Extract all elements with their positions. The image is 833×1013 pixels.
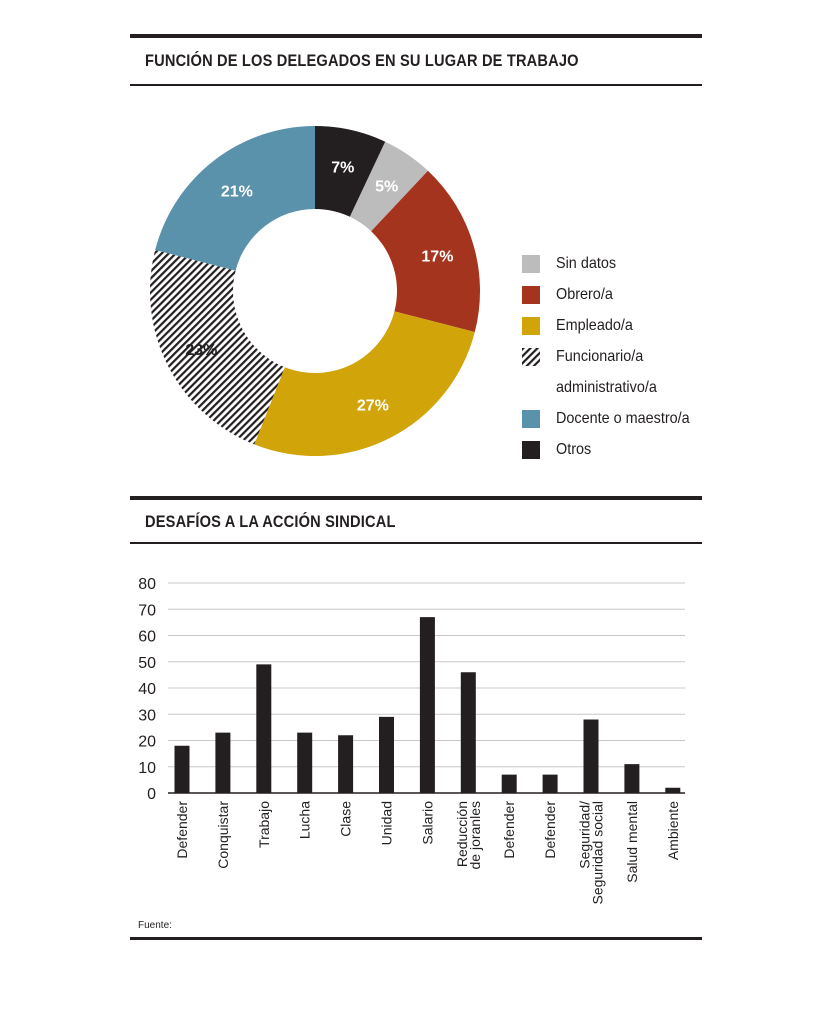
x-category-label: Reducción — [454, 801, 470, 867]
x-category-label: Trabajo — [256, 801, 272, 848]
x-category-label: de joranles — [467, 801, 483, 870]
y-tick-label: 20 — [138, 734, 156, 751]
x-category-label: Ambiente — [665, 801, 681, 860]
legend-swatch-yellow-icon — [522, 316, 540, 335]
y-tick-label: 50 — [138, 655, 156, 672]
legend-label: Otros — [556, 440, 592, 458]
slice-percent-label: 7% — [331, 160, 354, 177]
slice-percent-label: 27% — [357, 398, 389, 415]
x-category-label: Seguridad/ — [577, 801, 593, 869]
x-category-label: Lucha — [297, 801, 313, 839]
bar — [542, 774, 558, 793]
legend-swatch-black-icon — [522, 440, 540, 459]
bar — [256, 664, 272, 793]
y-tick-label: 60 — [138, 629, 156, 646]
source-label: Fuente: — [138, 920, 172, 931]
x-category-label: Unidad — [379, 801, 395, 845]
donut-slice — [315, 126, 386, 217]
legend-swatch-hatch-icon — [522, 347, 540, 366]
legend-item-funcionario-line2: administrativo/a — [522, 372, 705, 403]
x-category-label: Seguridad social — [590, 801, 606, 905]
footer-rule — [130, 937, 702, 940]
bar-chart: 0 10 20 30 40 50 60 70 80 Defender Conquistar Trab… — [138, 576, 685, 905]
x-category-label: Salario — [419, 801, 435, 845]
bar — [297, 732, 313, 793]
section1-top-rule — [130, 34, 702, 38]
section1-bottom-rule — [130, 84, 702, 86]
legend-label: Empleado/a — [556, 316, 633, 334]
slice-percent-label: 5% — [375, 179, 398, 196]
donut-chart-title: FUNCIÓN DE LOS DELEGADOS EN SU LUGAR DE … — [145, 51, 579, 70]
x-category-label: Conquistar — [215, 801, 231, 869]
legend-label: Obrero/a — [556, 285, 613, 303]
legend-item-sin-datos: Sin datos — [522, 248, 705, 279]
bar — [379, 716, 394, 793]
legend-swatch-red-icon — [522, 285, 540, 304]
bar — [174, 745, 190, 793]
x-category-label: Salud mental — [624, 801, 640, 883]
x-category-label: Defender — [501, 801, 517, 859]
section2-top-rule — [130, 496, 702, 500]
legend-label: Docente o maestro/a — [556, 409, 690, 427]
donut-legend: Sin datos Obrero/a Empleado/a Funcionari… — [522, 248, 705, 465]
donut-chart: 7% 5% 17% 27% 23% 21% — [150, 126, 480, 456]
bar-chart-title: DESAFÍOS A LA ACCIÓN SINDICAL — [145, 512, 396, 531]
y-tick-label: 30 — [138, 707, 156, 724]
slice-percent-label: 17% — [421, 248, 453, 265]
x-category-label: Clase — [338, 801, 354, 837]
donut-slice — [371, 170, 480, 333]
legend-item-docente: Docente o maestro/a — [522, 403, 705, 434]
bar — [215, 732, 231, 793]
legend-label: administrativo/a — [556, 378, 657, 396]
y-tick-label: 80 — [138, 576, 156, 593]
legend-swatch-gray-icon — [522, 254, 540, 273]
bar — [665, 787, 681, 793]
donut-slice — [155, 126, 315, 271]
donut-slice — [349, 141, 428, 232]
donut-slice — [254, 311, 475, 456]
y-tick-label: 40 — [138, 681, 156, 698]
bar — [460, 672, 476, 793]
y-tick-label: 70 — [138, 602, 156, 619]
legend-item-otros: Otros — [522, 434, 705, 465]
legend-label: Funcionario/a — [556, 347, 644, 365]
bar — [338, 735, 354, 793]
x-category-label: Defender — [542, 801, 558, 859]
donut-slice — [150, 249, 285, 445]
legend-swatch-blue-icon — [522, 409, 540, 428]
legend-item-funcionario: Funcionario/a — [522, 341, 705, 372]
slice-percent-label: 23% — [185, 342, 217, 359]
section2-bottom-rule — [130, 542, 702, 544]
legend-item-obrero: Obrero/a — [522, 279, 705, 310]
bar — [419, 617, 435, 793]
legend-item-empleado: Empleado/a — [522, 310, 705, 341]
y-tick-label: 10 — [138, 760, 156, 777]
bar — [624, 764, 640, 793]
x-category-label: Defender — [174, 801, 190, 859]
bar — [501, 774, 517, 793]
legend-label: Sin datos — [556, 254, 617, 272]
y-tick-label: 0 — [147, 786, 156, 803]
bar — [583, 719, 599, 793]
slice-percent-label: 21% — [221, 183, 253, 200]
